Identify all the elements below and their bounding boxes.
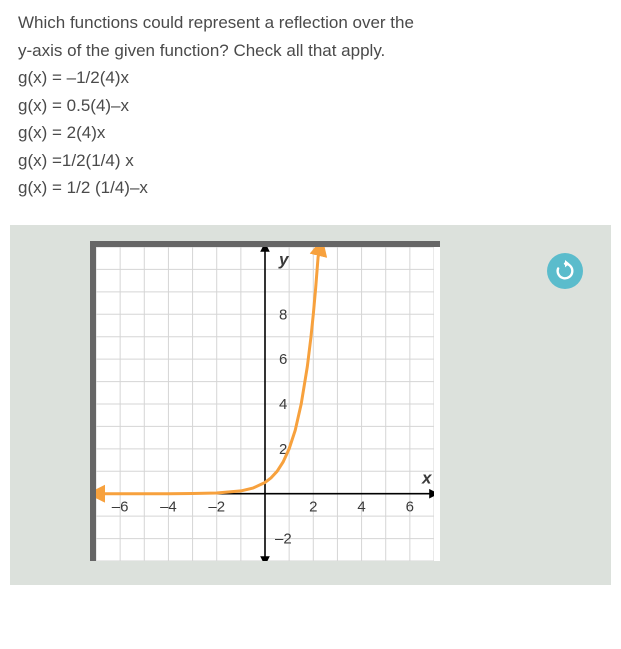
option-1[interactable]: g(x) = 0.5(4)–x <box>18 93 603 119</box>
svg-text:x: x <box>421 468 433 487</box>
svg-text:6: 6 <box>279 351 287 368</box>
question-line-2: y-axis of the given function? Check all … <box>18 38 603 64</box>
option-3[interactable]: g(x) =1/2(1/4) x <box>18 148 603 174</box>
svg-text:–2: –2 <box>275 530 292 547</box>
option-2[interactable]: g(x) = 2(4)x <box>18 120 603 146</box>
question-line-1: Which functions could represent a reflec… <box>18 10 603 36</box>
option-0[interactable]: g(x) = –1/2(4)x <box>18 65 603 91</box>
svg-text:8: 8 <box>279 306 287 323</box>
exponential-chart: –6–4–2246–22468yx <box>96 247 434 561</box>
svg-text:–4: –4 <box>160 498 177 515</box>
svg-text:6: 6 <box>406 498 414 515</box>
graph-frame: –6–4–2246–22468yx <box>90 241 440 561</box>
svg-text:–6: –6 <box>112 498 129 515</box>
svg-text:4: 4 <box>357 498 365 515</box>
svg-text:4: 4 <box>279 396 287 413</box>
reload-button[interactable] <box>547 253 583 289</box>
question-block: Which functions could represent a reflec… <box>0 0 621 211</box>
graph-panel: –6–4–2246–22468yx <box>10 225 611 585</box>
reload-icon <box>554 260 576 282</box>
svg-text:–2: –2 <box>208 498 225 515</box>
svg-text:2: 2 <box>309 498 317 515</box>
svg-text:y: y <box>278 250 290 269</box>
option-4[interactable]: g(x) = 1/2 (1/4)–x <box>18 175 603 201</box>
